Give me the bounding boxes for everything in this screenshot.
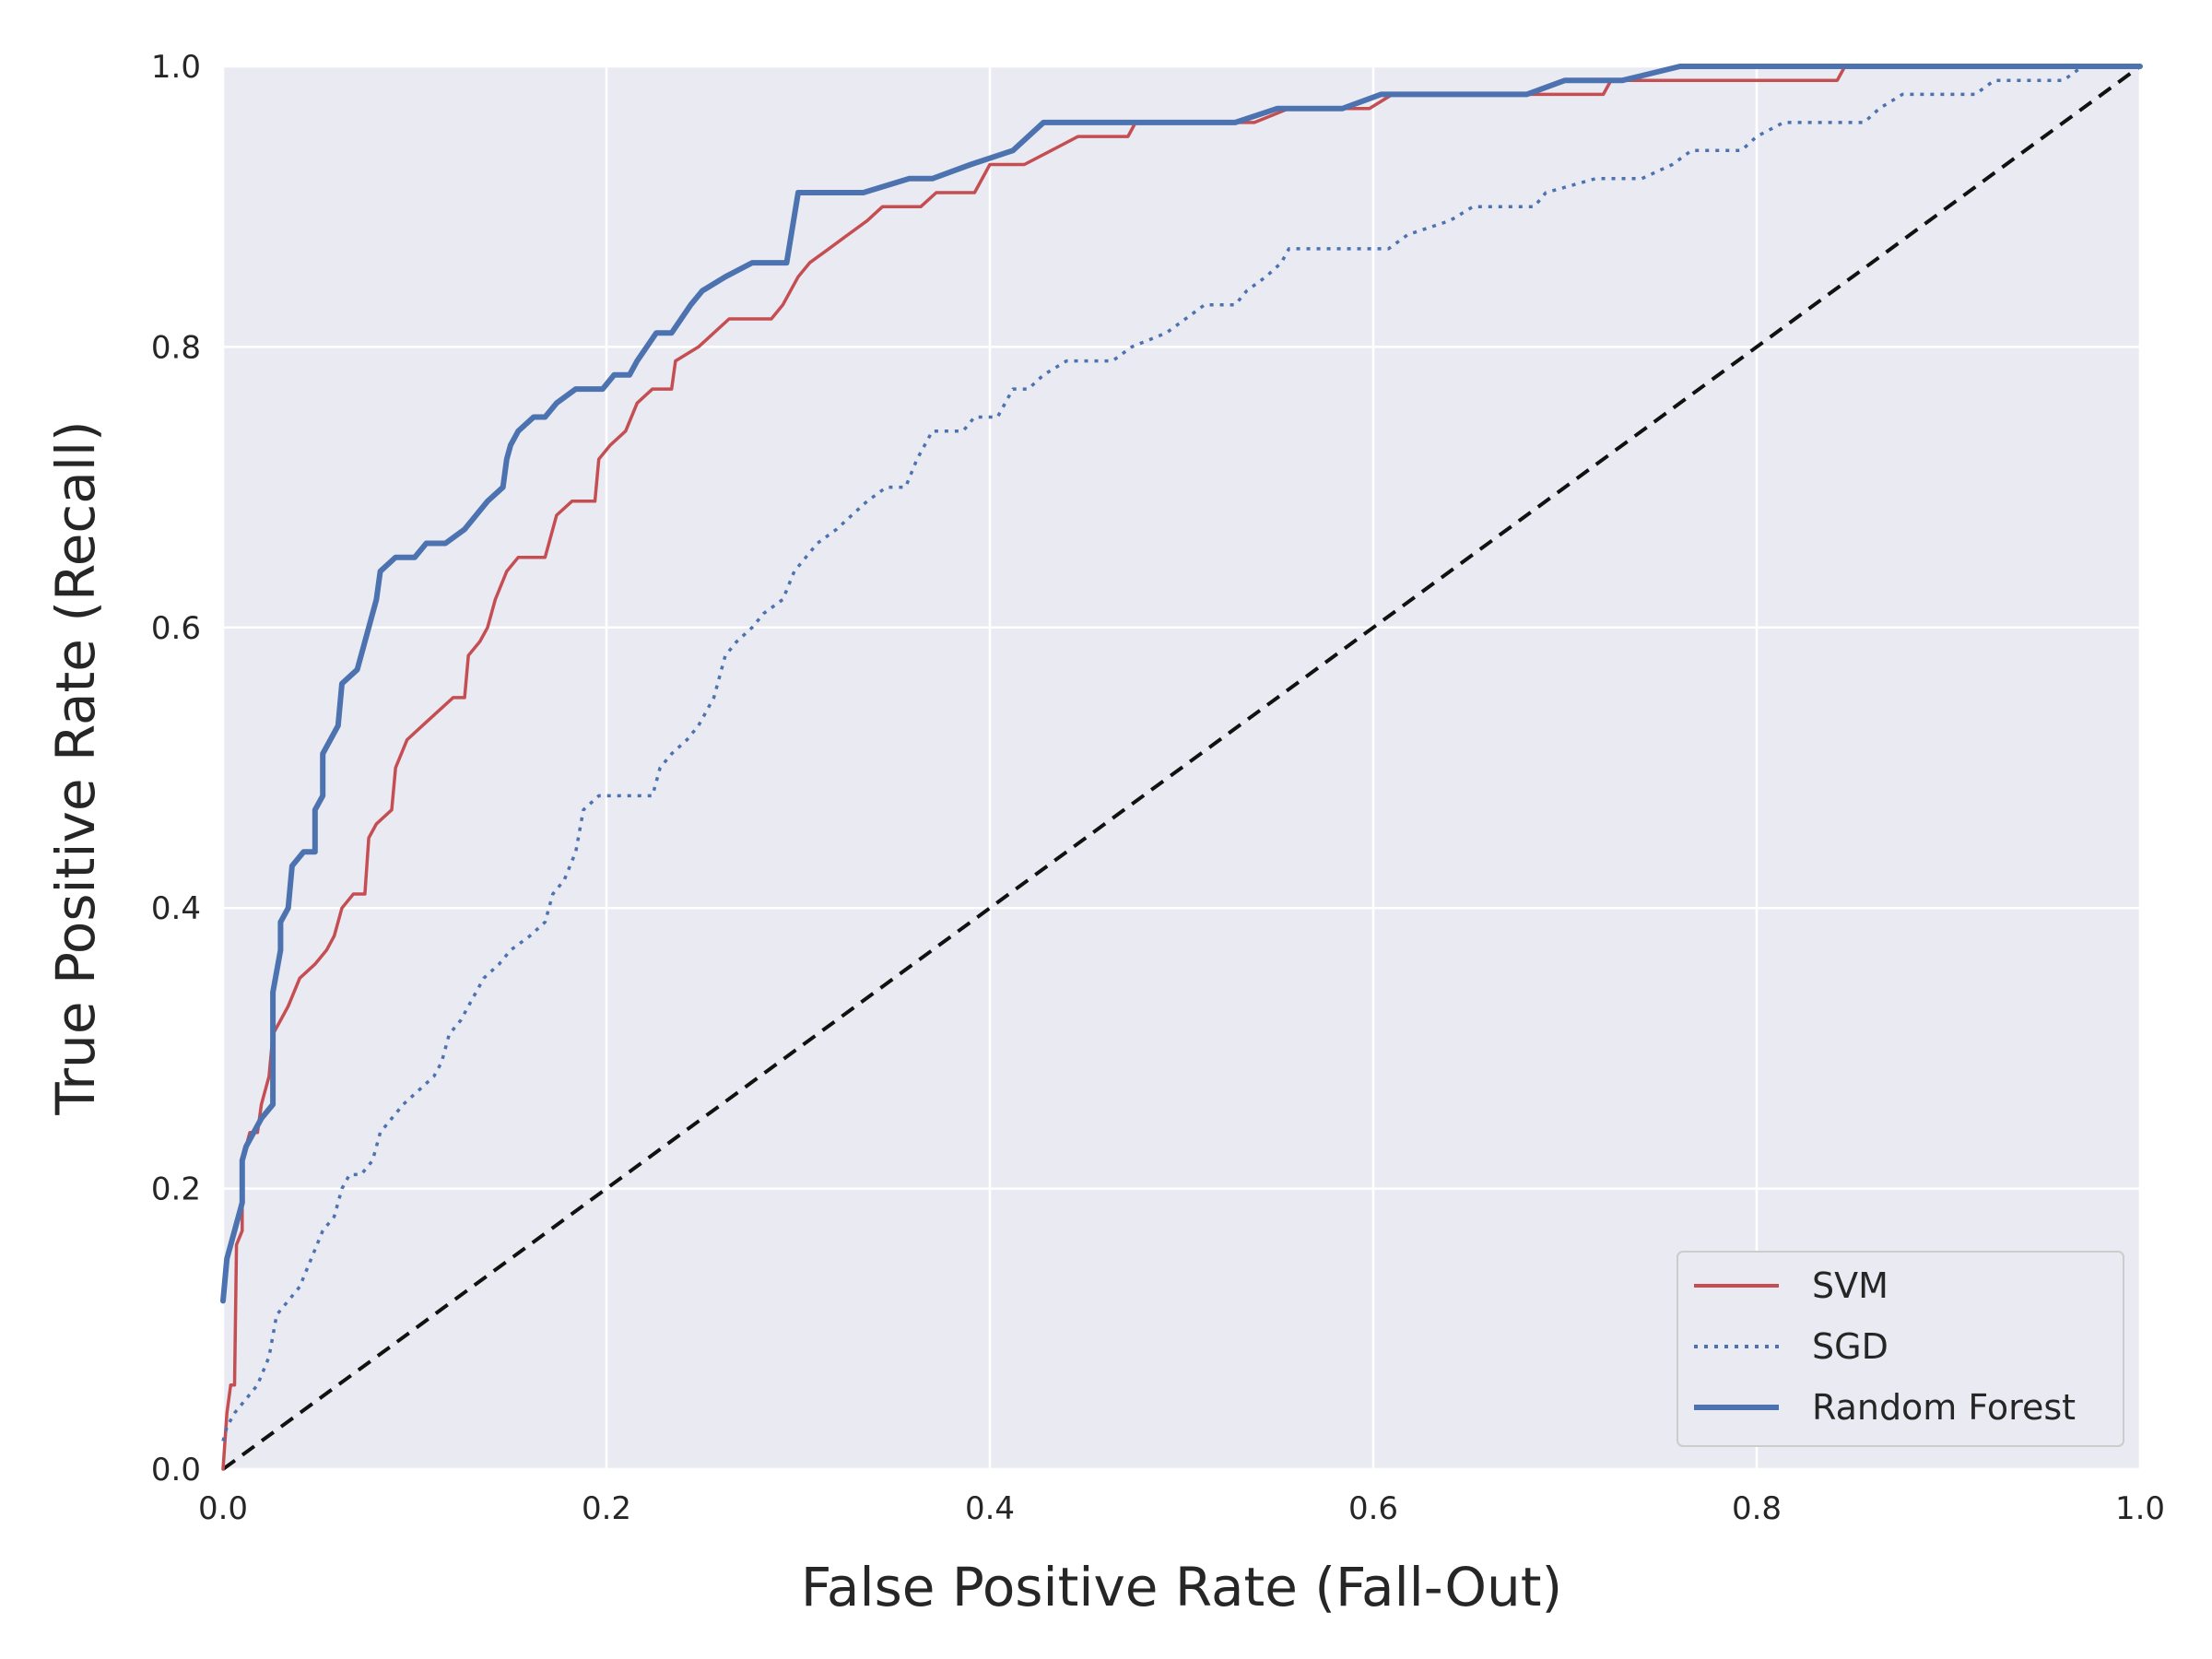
sgd-curve [221, 65, 2140, 1442]
random-classifier-diagonal [221, 65, 2142, 1471]
legend-label-sgd: SGD [1812, 1326, 1888, 1367]
x-tick-label: 0.4 [965, 1490, 1015, 1527]
y-tick-label: 1.0 [151, 49, 201, 86]
legend-frame [1677, 1251, 2124, 1447]
random-forest-curve [220, 64, 2143, 1304]
y-axis-label: True Positive Rate (Recall) [44, 420, 107, 1115]
legend-label-random-forest: Random Forest [1812, 1387, 2076, 1428]
y-tick-label: 0.0 [151, 1452, 201, 1488]
y-tick-label: 0.2 [151, 1171, 201, 1208]
y-axis-ticks: 0.0 0.2 0.4 0.6 0.8 1.0 [151, 49, 201, 1488]
x-axis-ticks: 0.0 0.2 0.4 0.6 0.8 1.0 [198, 1490, 2165, 1527]
x-tick-label: 0.2 [582, 1490, 631, 1527]
x-tick-label: 0.8 [1732, 1490, 1782, 1527]
y-tick-label: 0.6 [151, 610, 201, 647]
y-tick-label: 0.8 [151, 329, 201, 366]
svm-curve [221, 65, 1970, 1471]
grid [221, 65, 2142, 1471]
y-tick-label: 0.4 [151, 890, 201, 927]
series-lines [220, 64, 2143, 1471]
legend-label-svm: SVM [1812, 1265, 1888, 1306]
x-tick-label: 0.0 [198, 1490, 248, 1527]
legend: SVM SGD Random Forest [1677, 1251, 2124, 1447]
x-tick-label: 0.6 [1348, 1490, 1398, 1527]
x-tick-label: 1.0 [2115, 1490, 2165, 1527]
x-axis-label: False Positive Rate (Fall-Out) [801, 1556, 1562, 1618]
